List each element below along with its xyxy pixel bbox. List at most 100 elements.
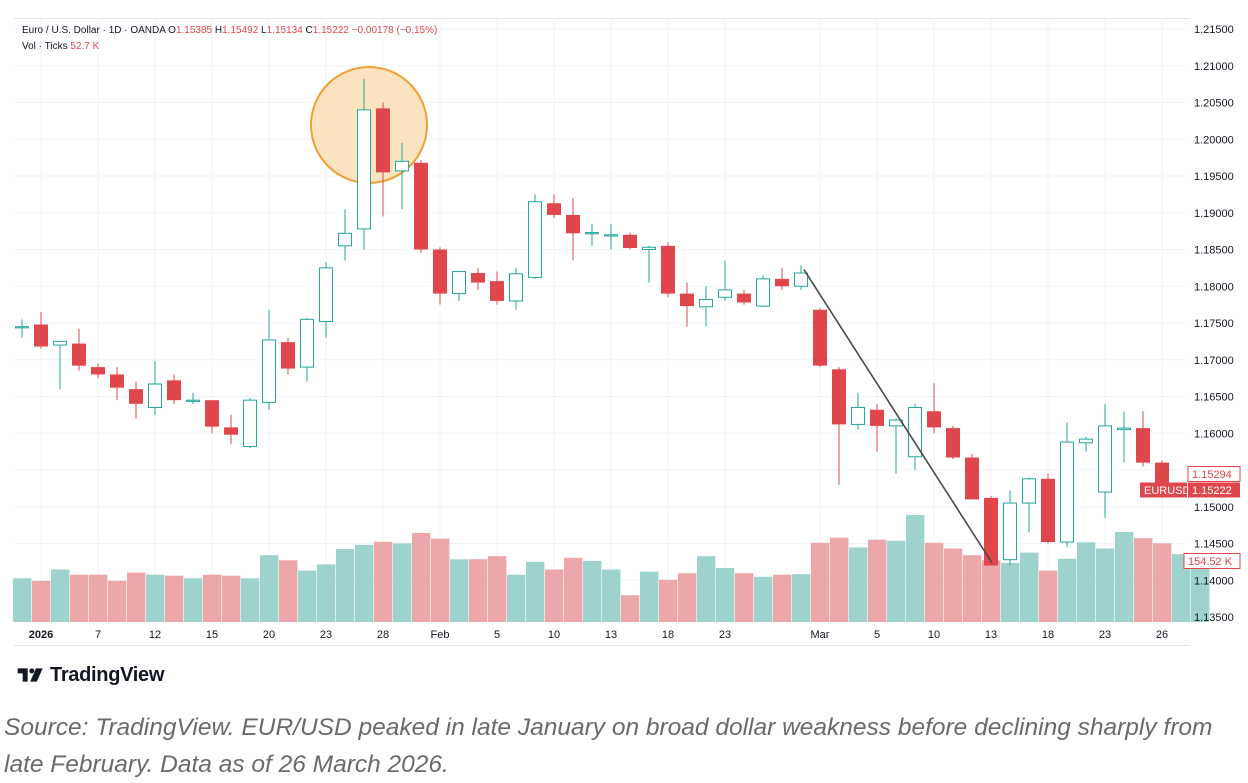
candle [623,232,637,250]
x-tick-label: 10 [548,629,560,641]
symbol-tag-box [1140,482,1187,498]
volume-bar [184,578,203,622]
x-tick-label: 15 [206,629,218,641]
candle-body [1060,441,1074,543]
candle-body [604,234,618,237]
volume-bar [640,571,659,622]
candle [946,425,960,459]
volume-bar [469,559,488,622]
x-tick-label: 13 [985,629,997,641]
y-axis: 1.21500 1.21000 1.20500 1.20000 1.19500 1.190… [1194,24,1234,624]
candle-body [110,374,124,388]
symbol-tag-text: EURUSD [1144,485,1191,497]
candle-body [91,367,105,375]
candle [281,337,295,375]
volume-bar [659,579,678,622]
candle [794,265,808,290]
prev-close-tag: 1.15294 [1187,466,1241,482]
volume-bar [488,556,507,622]
candle-body [528,201,542,278]
candle [870,403,884,452]
candle [167,374,181,404]
volume-bar [279,560,298,622]
candle [1060,422,1074,548]
volume-bar [412,533,431,622]
volume-bar [773,574,792,622]
prev-close-tag-text: 1.15294 [1192,469,1232,481]
candle [129,381,143,419]
legend-volume-label: Vol · Ticks [22,41,68,52]
y-tick-label: 1.18500 [1194,245,1234,257]
candle-body [319,267,333,323]
candle [243,397,257,448]
volume-bar [32,580,51,622]
volume-bar [621,595,640,622]
candle-body [338,232,352,247]
candle-body [1022,478,1036,504]
candle [338,209,352,261]
x-tick-label: 23 [320,629,332,641]
candle-body [262,339,276,403]
candle-body [376,108,390,173]
y-tick-label: 1.17000 [1194,355,1234,367]
candle-body [623,234,637,249]
y-tick-label: 1.14500 [1194,539,1234,551]
volume-tag-box [1183,553,1241,569]
volume-tag-text: 154.52 K [1188,556,1233,568]
legend-high-label: H [214,25,223,36]
volume-bar [849,547,868,622]
candle-body [53,340,67,346]
legend-close-label: C [305,25,313,36]
candle-body [1003,502,1017,561]
candle [604,223,618,250]
volume-bar [792,574,811,622]
candle [53,340,67,390]
volume-bar [450,559,469,622]
tradingview-logo[interactable]: TradingView [16,662,164,688]
candle [528,194,542,279]
candle-body [1136,428,1150,463]
candle [490,271,504,305]
legend-open-label: O [168,25,176,36]
candle [851,392,865,430]
legend-open: 1.15385 [175,25,213,36]
candle-body [471,273,485,283]
candle [262,309,276,410]
volume-bar [1191,560,1210,622]
candle-body [509,273,523,302]
candle-body [965,457,979,500]
candle [680,282,694,327]
volume-bar [1039,570,1058,622]
candle-body [642,246,656,250]
x-tick-label: 18 [1042,629,1054,641]
candle-body [680,293,694,307]
x-tick-label: 23 [719,629,731,641]
volume-bar [1172,554,1191,622]
volume-bar [735,573,754,622]
y-tick-label: 1.20000 [1194,134,1234,146]
candle-body [851,407,865,425]
y-tick-label: 1.21500 [1194,24,1234,36]
candle [965,453,979,500]
candle-body [433,249,447,294]
candle [148,361,162,415]
x-tick-label: 18 [662,629,674,641]
tradingview-logo-icon [17,668,43,682]
candle-body [490,281,504,301]
volume-series [13,515,1210,622]
candle [1003,490,1017,566]
candle [319,261,333,338]
legend-volume-value: 52.7 K [70,41,100,52]
candle [395,142,409,210]
candle [1117,411,1131,463]
candle [186,392,200,404]
y-tick-label: 1.13500 [1194,612,1234,624]
volume-bar [222,575,241,622]
candle [547,194,561,218]
candle [1079,436,1093,452]
volume-bar [545,569,564,622]
candle-body [718,289,732,298]
candle-body [1079,438,1093,444]
volume-bar [260,555,279,622]
candle-body [395,160,409,172]
